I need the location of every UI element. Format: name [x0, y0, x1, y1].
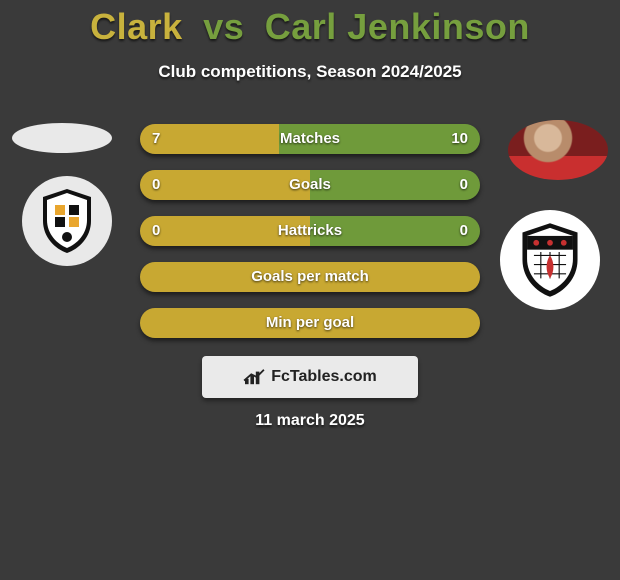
stat-bar-label: Min per goal — [140, 308, 480, 338]
stat-bar-right-value: 0 — [460, 170, 468, 200]
watermark-text: FcTables.com — [271, 368, 377, 386]
shield-icon — [39, 187, 95, 255]
stat-bar-left-value: 7 — [152, 124, 160, 154]
watermark: FcTables.com — [202, 356, 418, 398]
club-left-crest — [39, 187, 95, 255]
bar-chart-icon — [243, 368, 265, 386]
club-left-badge — [22, 176, 112, 266]
comparison-bars: Matches710Goals00Hattricks00Goals per ma… — [140, 124, 480, 354]
player-right-avatar — [508, 120, 608, 180]
stat-bar-label: Goals per match — [140, 262, 480, 292]
shield-icon — [517, 221, 583, 299]
comparison-card: Clark vs Carl Jenkinson Club competition… — [0, 0, 620, 580]
title-player2: Carl Jenkinson — [265, 6, 530, 47]
player-right-avatar-image — [508, 120, 608, 180]
stat-bar: Min per goal — [140, 308, 480, 338]
stat-bar-right-value: 10 — [451, 124, 468, 154]
stat-bar: Matches7 10 — [140, 124, 480, 154]
stat-bar-label: Matches — [140, 124, 480, 154]
subtitle: Club competitions, Season 2024/2025 — [0, 62, 620, 82]
club-right-crest — [517, 221, 583, 299]
club-right-badge — [500, 210, 600, 310]
date-text: 11 march 2025 — [0, 412, 620, 430]
stat-bar-label: Goals — [140, 170, 480, 200]
page-title: Clark vs Carl Jenkinson — [0, 0, 620, 48]
stat-bar: Goals per match — [140, 262, 480, 292]
title-vs: vs — [203, 6, 244, 47]
stat-bar-left-value: 0 — [152, 170, 160, 200]
stat-bar-right-value: 0 — [460, 216, 468, 246]
stat-bar: Goals0 0 — [140, 170, 480, 200]
title-player1: Clark — [90, 6, 183, 47]
player-left-avatar — [12, 123, 112, 153]
stat-bar-label: Hattricks — [140, 216, 480, 246]
stat-bar-left-value: 0 — [152, 216, 160, 246]
stat-bar: Hattricks0 0 — [140, 216, 480, 246]
